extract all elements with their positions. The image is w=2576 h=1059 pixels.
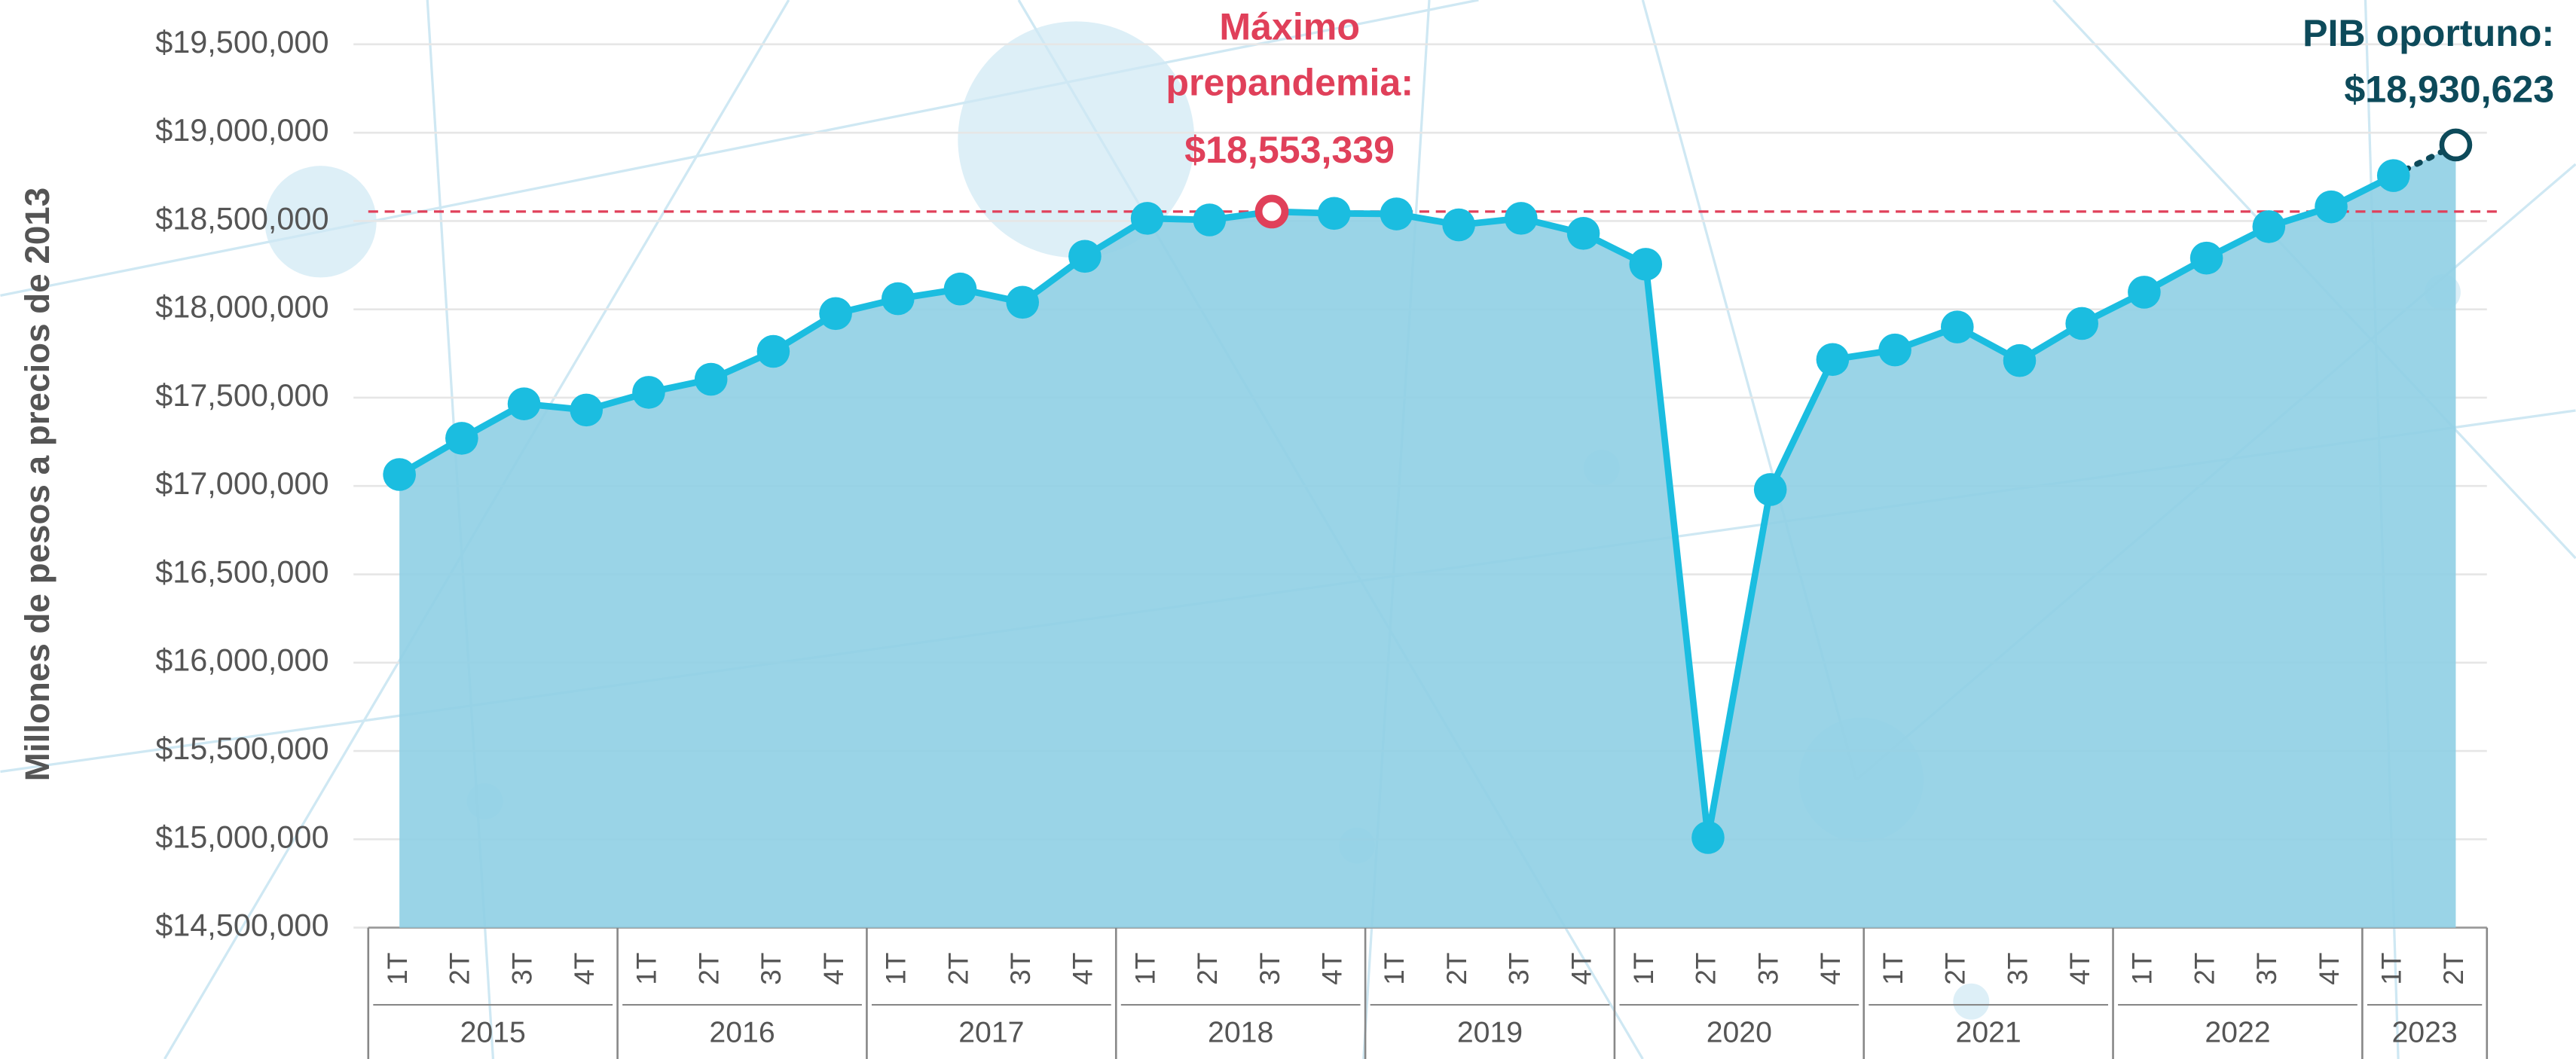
x-tick-label: 2T [444,952,475,984]
data-point [2189,241,2223,275]
year-label: 2018 [1208,1016,1273,1049]
data-point [2376,159,2410,192]
annotation-title: PIB oportuno: [2303,12,2554,54]
x-tick-label: 1T [2126,952,2158,984]
x-tick-label: 2T [1939,952,1971,984]
y-tick-label: $17,000,000 [155,466,328,501]
data-point [2252,210,2286,243]
y-tick-label: $16,000,000 [155,643,328,678]
x-tick-label: 2T [1690,952,1722,984]
year-label: 2021 [1956,1016,2021,1049]
data-point [943,272,977,306]
data-point [1442,208,1475,242]
y-tick-label: $18,500,000 [155,201,328,236]
y-tick-label: $19,500,000 [155,25,328,60]
highlight-marker [2439,128,2473,162]
data-point [1753,473,1787,506]
data-point [632,376,665,409]
data-point [570,393,604,427]
x-tick-label: 4T [2064,952,2095,984]
x-tick-label: 3T [755,952,787,984]
x-tick-label: 2T [2188,952,2220,984]
x-tick-label: 4T [1316,952,1348,984]
annotation-title: prepandemia: [1166,62,1413,104]
data-point [1629,248,1663,281]
data-point [383,458,416,491]
x-tick-label: 3T [1254,952,1285,984]
x-tick-label: 1T [2376,952,2407,984]
data-point [1193,203,1227,237]
annotation-value: $18,553,339 [1184,129,1395,171]
data-point [2315,190,2348,224]
x-tick-label: 4T [2313,952,2345,984]
data-point [1691,821,1725,854]
data-point [1006,285,1039,319]
data-point [1878,333,1911,367]
x-tick-label: 3T [1752,952,1783,984]
x-tick-label: 1T [1877,952,1908,984]
data-point [819,297,852,331]
x-tick-label: 2T [2437,952,2469,984]
x-tick-label: 2T [1191,952,1223,984]
y-tick-label: $15,500,000 [155,731,328,766]
x-tick-label: 1T [631,952,662,984]
x-tick-label: 3T [1004,952,1036,984]
x-tick-label: 3T [2251,952,2282,984]
y-axis-label: Millones de pesos a precios de 2013 [18,188,57,782]
y-tick-label: $15,000,000 [155,819,328,854]
area-fill [399,145,2456,928]
year-label: 2017 [958,1016,1024,1049]
x-tick-label: 3T [506,952,537,984]
year-label: 2019 [1457,1016,1523,1049]
highlight-marker [1254,194,1289,229]
data-point [2065,307,2098,340]
x-tick-label: 4T [1067,952,1099,984]
y-tick-label: $18,000,000 [155,290,328,325]
data-point [694,362,728,396]
data-point [1940,310,1974,343]
year-label: 2016 [709,1016,775,1049]
x-tick-label: 1T [1627,952,1659,984]
x-tick-label: 1T [381,952,413,984]
data-point [2003,343,2037,377]
year-label: 2020 [1707,1016,1772,1049]
data-point [1068,240,1102,273]
data-point [1380,197,1413,230]
annotation-title: Máximo [1219,5,1360,47]
data-point [445,422,478,455]
x-tick-label: 1T [1129,952,1160,984]
x-tick-label: 3T [1503,952,1535,984]
data-point [1816,343,1850,377]
data-point [1566,217,1600,250]
year-label: 2015 [460,1016,526,1049]
x-tick-label: 1T [1378,952,1410,984]
y-tick-label: $14,500,000 [155,908,328,943]
data-point [1505,202,1538,235]
x-tick-label: 2T [692,952,724,984]
data-point [1130,202,1164,235]
x-tick-label: 1T [880,952,912,984]
x-tick-label: 4T [1814,952,1846,984]
data-point [507,387,541,420]
annotation-value: $18,930,623 [2344,68,2554,110]
y-tick-label: $19,000,000 [155,113,328,148]
x-tick-label: 2T [942,952,973,984]
x-tick-label: 3T [2001,952,2033,984]
data-point [881,282,915,316]
x-tick-label: 4T [568,952,600,984]
year-label: 2022 [2205,1016,2270,1049]
year-label: 2023 [2391,1016,2457,1049]
y-tick-label: $16,500,000 [155,554,328,589]
data-point [1317,197,1351,230]
data-point [756,334,790,368]
y-tick-label: $17,500,000 [155,378,328,413]
x-tick-label: 2T [1441,952,1472,984]
data-point [2128,276,2161,309]
x-tick-label: 4T [1565,952,1597,984]
x-tick-label: 4T [817,952,849,984]
